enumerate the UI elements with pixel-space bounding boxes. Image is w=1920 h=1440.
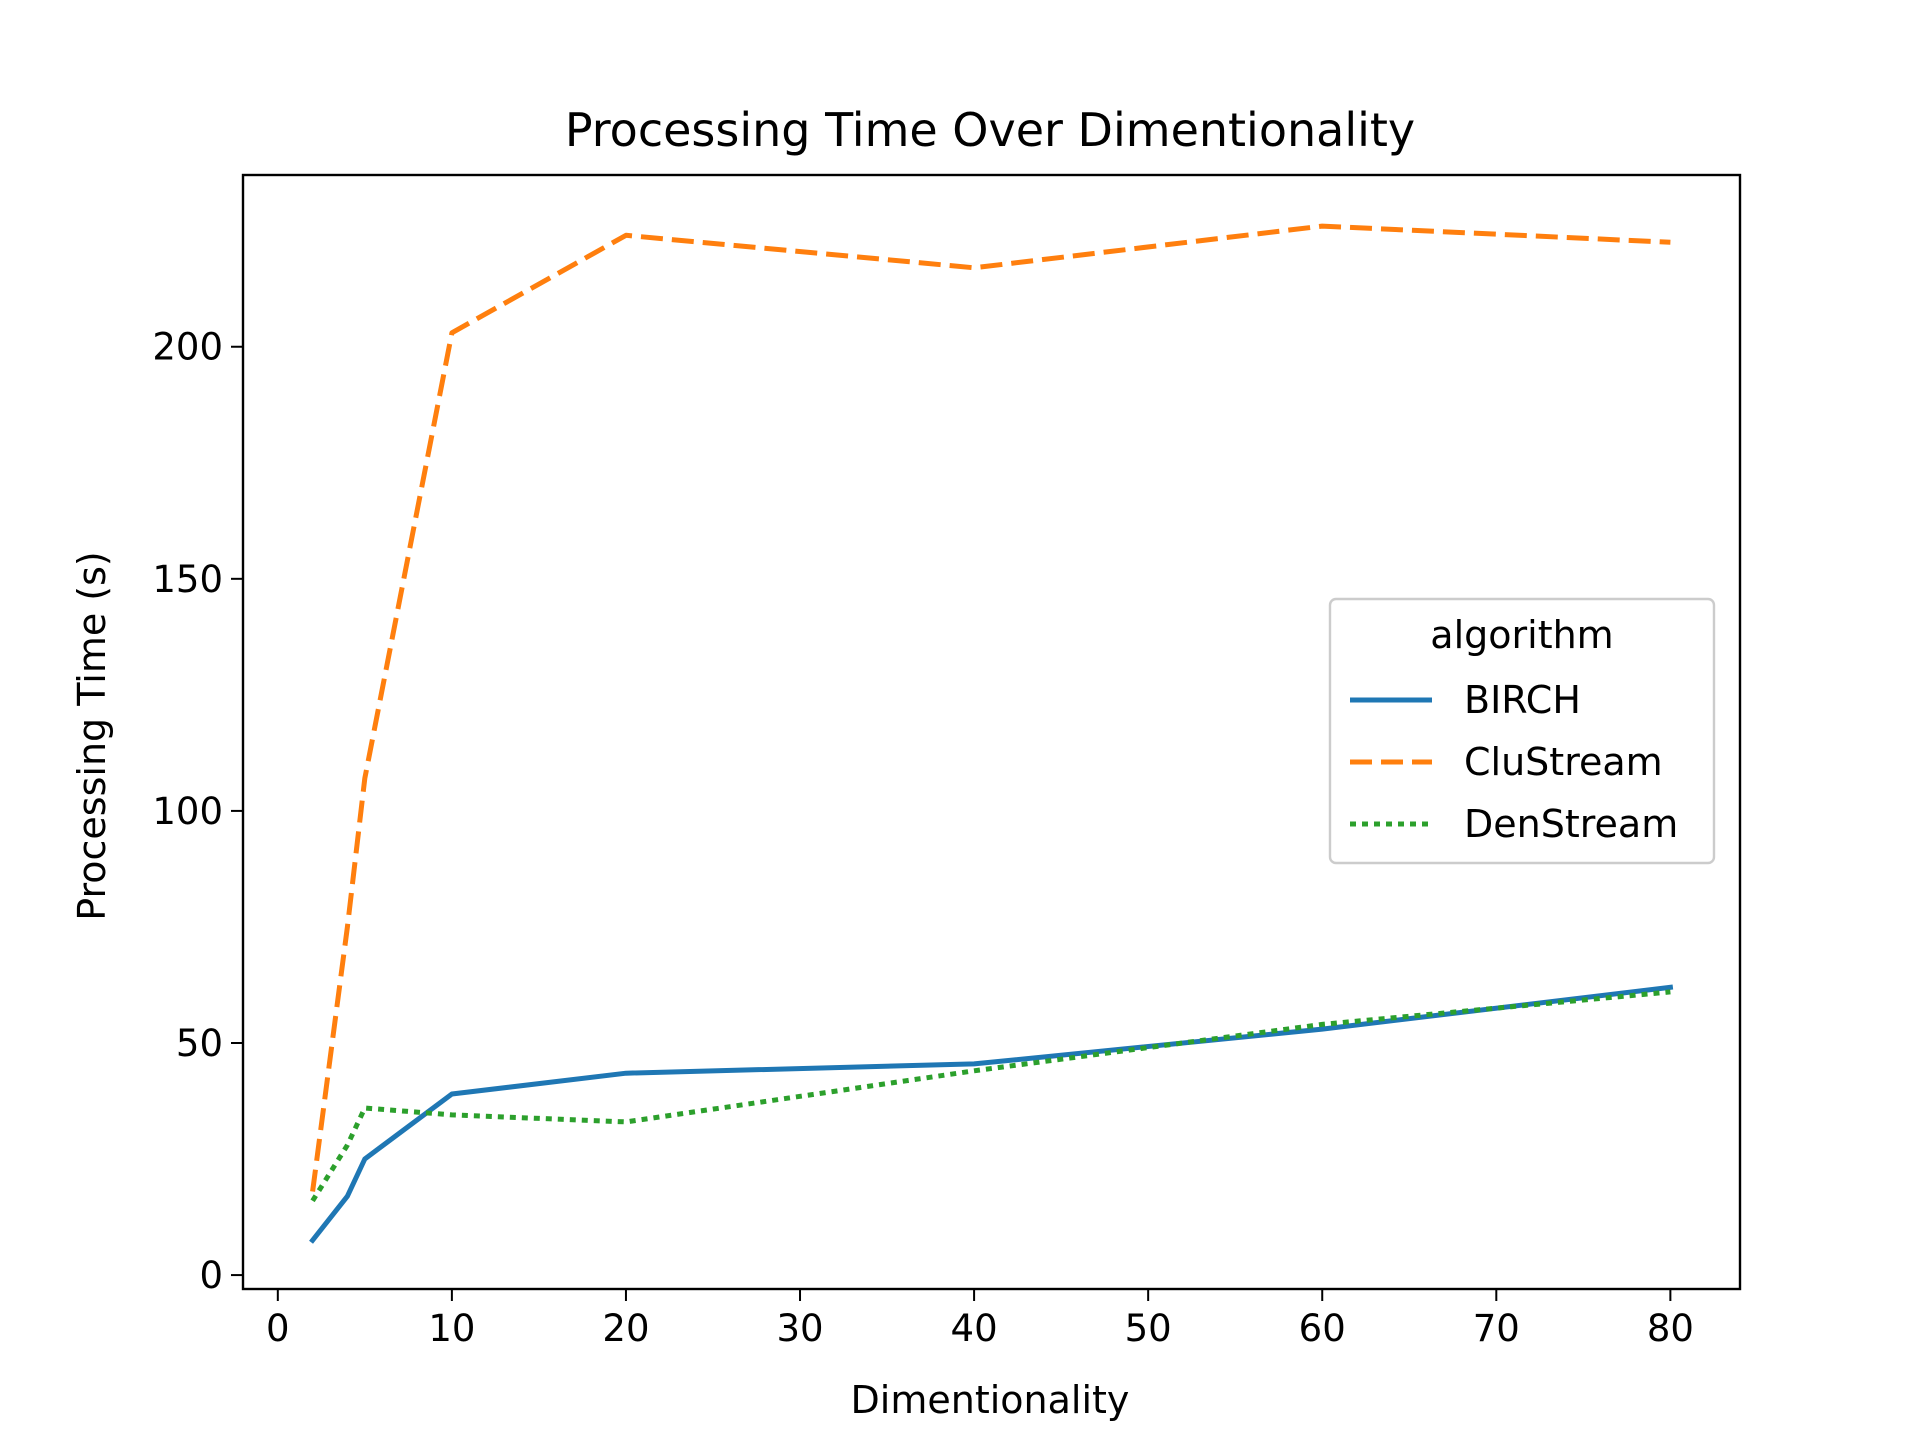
chart-title: Processing Time Over Dimentionality (565, 103, 1415, 157)
y-tick-label: 200 (152, 326, 223, 369)
y-axis-label: Processing Time (s) (70, 551, 114, 921)
legend-label-denstream: DenStream (1464, 802, 1678, 846)
x-axis-ticks: 0 10 20 30 40 50 60 70 80 (266, 1289, 1694, 1350)
x-tick-label: 20 (602, 1307, 649, 1350)
series-group (309, 223, 1674, 1244)
y-tick-label: 0 (199, 1254, 223, 1297)
legend-title: algorithm (1430, 613, 1613, 657)
y-tick-label: 150 (152, 558, 223, 601)
x-tick-label: 80 (1647, 1307, 1694, 1350)
series-line-denstream (310, 989, 1671, 1203)
y-axis-ticks: 0 50 100 150 200 (152, 326, 243, 1297)
series-line-clustream (310, 223, 1671, 1192)
legend-entries: BIRCH CluStream DenStream (1350, 678, 1678, 846)
legend-label-clustream: CluStream (1464, 740, 1663, 784)
series-line-birch (309, 984, 1674, 1244)
x-tick-label: 60 (1299, 1307, 1346, 1350)
y-tick-label: 50 (176, 1022, 223, 1065)
x-tick-label: 50 (1125, 1307, 1172, 1350)
plot-frame (241, 173, 1742, 1291)
x-tick-label: 40 (951, 1307, 998, 1350)
legend-label-birch: BIRCH (1464, 678, 1581, 722)
x-tick-label: 30 (776, 1307, 823, 1350)
x-axis-label: Dimentionality (851, 1378, 1130, 1422)
x-tick-label: 0 (266, 1307, 290, 1350)
y-tick-label: 100 (152, 790, 223, 833)
x-tick-label: 70 (1473, 1307, 1520, 1350)
legend-box (1328, 597, 1716, 865)
legend: algorithm BIRCH CluStream DenStream (1328, 597, 1716, 865)
x-tick-label: 10 (428, 1307, 475, 1350)
